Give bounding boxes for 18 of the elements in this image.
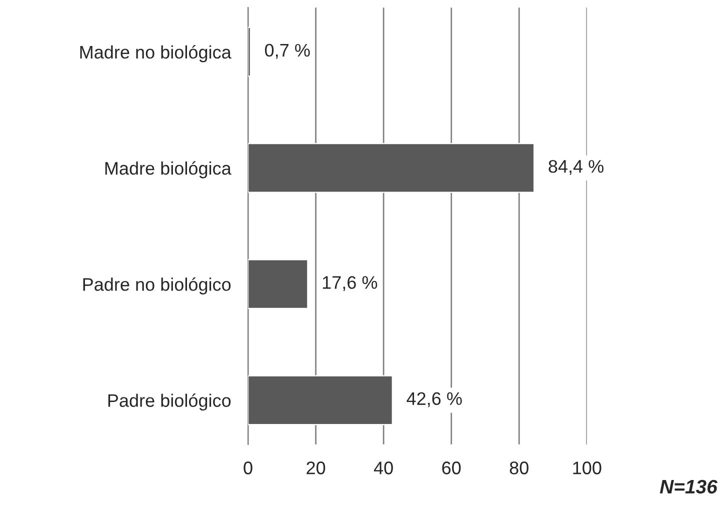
bar: [248, 142, 535, 193]
y-tick-label: Padre biológico: [108, 394, 231, 411]
y-tick-label: Madre biológica: [105, 161, 232, 178]
bar: [248, 375, 393, 426]
data-label: 17,6 %: [322, 276, 378, 292]
x-tick-label: 40: [374, 462, 393, 474]
x-tick-label: 0: [244, 462, 252, 474]
y-tick-label: Padre no biológico: [83, 277, 231, 294]
x-tick-label: 80: [510, 462, 528, 474]
data-label: 0,7 %: [264, 44, 310, 59]
x-tick-label: 60: [442, 462, 461, 474]
text: N=136: [660, 480, 718, 494]
x-tick-label: 20: [306, 462, 326, 474]
y-tick-label: Madre no biológica: [80, 45, 232, 62]
bar: [248, 259, 308, 309]
x-tick-label: 100: [573, 462, 602, 474]
data-label: 84,4 %: [548, 160, 604, 175]
data-label: 42,6 %: [406, 392, 462, 408]
